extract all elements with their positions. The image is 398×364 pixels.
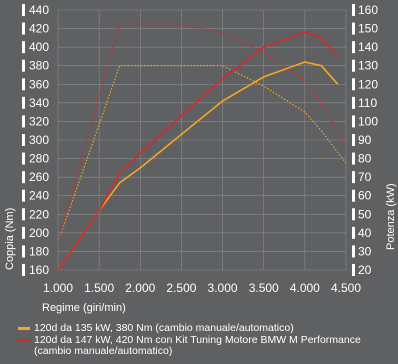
y-right-tick-labels: 20 30 40 50 60 70 80 90 100 110 120 130 140 150 160	[352, 3, 378, 277]
y-right-tick-mark	[352, 226, 355, 239]
y-right-tick-mark	[352, 171, 355, 184]
y-left-tick-mark	[22, 208, 25, 221]
y-left-tick-mark	[22, 245, 25, 258]
y-left-tick-mark	[22, 41, 25, 54]
y-left-tick-label: 340	[29, 96, 49, 110]
y-left-tick-mark	[22, 96, 25, 109]
x-tick-label: 4.000	[290, 281, 320, 295]
y-right-tick-label: 50	[358, 207, 372, 221]
y-left-tick-label: 220	[29, 207, 49, 221]
grid	[57, 9, 347, 271]
x-tick-labels: 1.000 1.500 2.000 2.500 3.000 3.500 4.000 4.500	[43, 281, 361, 295]
y-left-tick-label: 160	[29, 263, 49, 277]
y-right-tick-label: 80	[358, 152, 372, 166]
x-tick-label: 3.000	[208, 281, 238, 295]
legend-label-tuned: 120d da 147 kW, 420 Nm con Kit Tuning Mo…	[34, 333, 361, 357]
legend-swatch-standard	[18, 327, 30, 330]
y-left-tick-mark	[22, 22, 25, 35]
y-right-tick-label: 120	[358, 77, 378, 91]
y-left-tick-mark	[22, 4, 25, 16]
y-right-axis-title: Potenza (kW)	[385, 183, 397, 250]
x-axis-title: Regime (giri/min)	[42, 302, 126, 314]
y-right-tick-label: 110	[358, 96, 377, 110]
y-left-axis-title: Coppia (Nm)	[4, 208, 16, 270]
y-left-tick-mark	[22, 152, 25, 165]
y-right-tick-mark	[352, 189, 355, 202]
y-right-tick-label: 100	[358, 114, 378, 128]
y-right-tick-label: 20	[358, 263, 372, 277]
y-right-tick-mark	[352, 4, 355, 16]
y-left-tick-label: 200	[29, 226, 49, 240]
y-right-tick-label: 40	[358, 226, 372, 240]
series-layer	[57, 23, 347, 271]
y-right-tick-label: 70	[358, 170, 372, 184]
y-right-tick-mark	[352, 152, 355, 165]
y-right-tick-label: 30	[358, 244, 372, 258]
y-right-tick-mark	[352, 22, 355, 35]
y-left-tick-label: 380	[29, 59, 49, 73]
x-tick-label: 2.000	[125, 281, 155, 295]
legend: 120d da 135 kW, 380 Nm (cambio manuale/a…	[18, 322, 398, 358]
y-left-tick-label: 260	[29, 170, 49, 184]
y-right-tick-label: 140	[358, 40, 378, 54]
x-tick-label: 1.000	[43, 281, 73, 295]
y-left-tick-label: 360	[29, 77, 49, 91]
x-tick-label: 2.500	[166, 281, 196, 295]
y-right-tick-mark	[352, 115, 355, 128]
y-right-tick-mark	[352, 59, 355, 72]
y-left-tick-mark	[22, 134, 25, 146]
x-tick-label: 3.500	[249, 281, 279, 295]
y-left-tick-mark	[22, 59, 25, 72]
series-torque-tuned	[57, 23, 347, 243]
y-left-tick-labels: 160 180 200 220 240 260 280 300 320 340 360 380 400 4…	[22, 3, 49, 277]
legend-item-tuned: 120d da 147 kW, 420 Nm con Kit Tuning Mo…	[18, 333, 398, 358]
y-right-tick-mark	[352, 78, 355, 91]
y-right-tick-label: 150	[358, 22, 378, 36]
y-left-tick-mark	[22, 78, 25, 91]
y-left-tick-mark	[22, 226, 25, 239]
y-left-tick-label: 320	[29, 114, 49, 128]
y-right-tick-mark	[352, 41, 355, 54]
legend-swatch-tuned	[18, 338, 30, 342]
y-left-tick-label: 300	[29, 133, 49, 147]
y-left-tick-label: 240	[29, 189, 49, 203]
y-left-tick-label: 440	[29, 3, 49, 17]
y-right-tick-label: 130	[358, 59, 378, 73]
legend-item-standard: 120d da 135 kW, 380 Nm (cambio manuale/a…	[18, 322, 398, 335]
x-tick-label: 1.500	[84, 281, 114, 295]
x-tick-label: 4.500	[331, 281, 361, 295]
y-left-tick-label: 420	[29, 22, 49, 36]
legend-label-standard: 120d da 135 kW, 380 Nm (cambio manuale/a…	[34, 322, 294, 334]
series-power-standard	[57, 61, 339, 271]
y-left-tick-mark	[22, 189, 25, 202]
y-right-tick-mark	[352, 208, 355, 221]
series-power-tuned	[57, 31, 339, 271]
y-left-tick-mark	[22, 115, 25, 128]
y-right-tick-mark	[352, 245, 355, 258]
y-left-tick-label: 180	[29, 244, 49, 258]
y-right-tick-label: 60	[358, 189, 372, 203]
y-left-tick-label: 400	[29, 40, 49, 54]
y-left-tick-mark	[22, 264, 25, 276]
y-right-tick-label: 90	[358, 133, 372, 147]
y-left-tick-mark	[22, 171, 25, 184]
y-right-tick-label: 160	[358, 3, 378, 17]
y-right-tick-mark	[352, 134, 355, 146]
y-right-tick-mark	[352, 96, 355, 109]
y-left-tick-label: 280	[29, 152, 49, 166]
y-right-tick-mark	[352, 264, 355, 276]
